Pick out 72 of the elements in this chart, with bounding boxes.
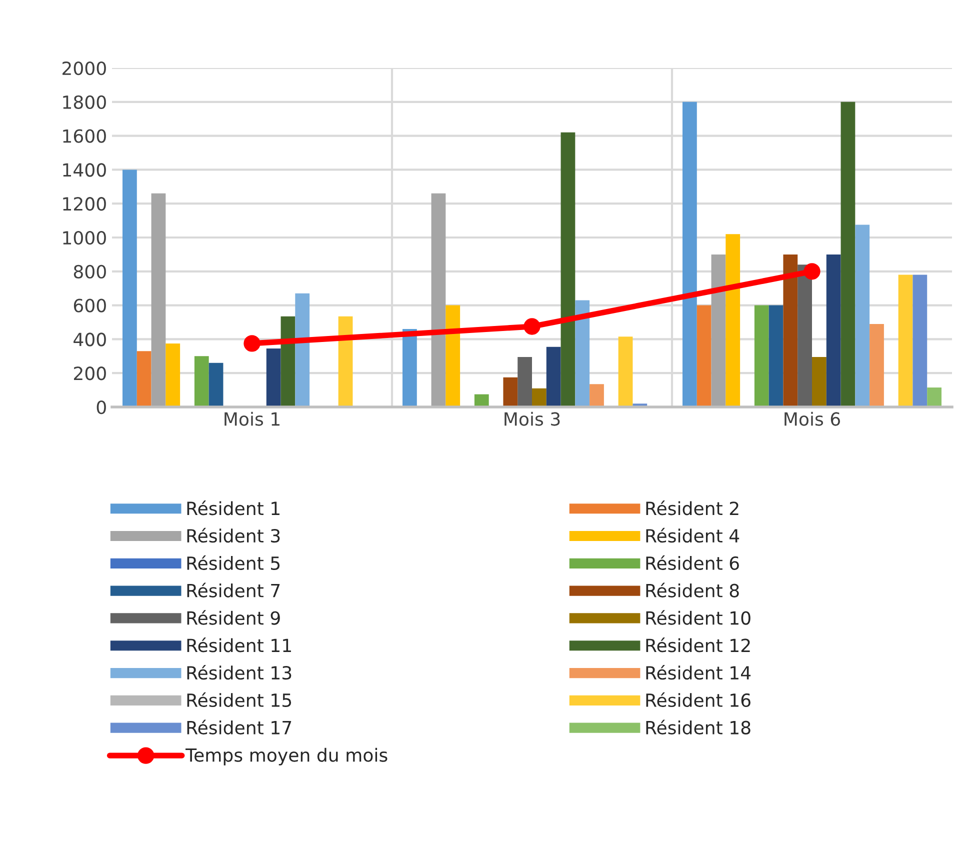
bar bbox=[754, 305, 769, 407]
bar bbox=[826, 254, 841, 407]
bar bbox=[194, 356, 209, 407]
y-tick-label: 1200 bbox=[63, 197, 106, 211]
bar bbox=[696, 305, 712, 407]
bar bbox=[682, 102, 697, 407]
legend-label: Résident 11 bbox=[187, 638, 291, 652]
y-tick-label: 200 bbox=[74, 366, 106, 380]
bar bbox=[855, 224, 870, 407]
legend-label: Résident 4 bbox=[646, 528, 740, 543]
bar bbox=[726, 234, 740, 407]
point bbox=[524, 318, 540, 335]
bar bbox=[402, 329, 417, 407]
legend-label: Résident 7 bbox=[187, 582, 280, 598]
x-tick-label: Mois 1 bbox=[224, 412, 280, 426]
bar bbox=[136, 351, 152, 407]
legend-label: Résident 3 bbox=[187, 528, 280, 543]
legend-label: Résident 15 bbox=[187, 692, 292, 708]
bar bbox=[166, 343, 180, 407]
legend-label: Résident 1 bbox=[187, 500, 280, 516]
legend-label: Résident 5 bbox=[187, 555, 280, 570]
bar bbox=[798, 264, 812, 407]
y-tick-label: 800 bbox=[74, 264, 106, 279]
y-tick-label: 0 bbox=[96, 400, 106, 414]
point bbox=[244, 335, 260, 352]
legend-label: Résident 6 bbox=[646, 555, 739, 570]
bar bbox=[898, 274, 913, 407]
legend-label: Temps moyen du mois bbox=[185, 748, 388, 766]
bar bbox=[546, 346, 561, 407]
y-tick-label: 1000 bbox=[63, 230, 106, 245]
bar bbox=[768, 305, 784, 407]
bar bbox=[446, 305, 460, 407]
bar bbox=[122, 170, 137, 407]
legend-label: Résident 2 bbox=[646, 500, 738, 516]
bar bbox=[266, 348, 281, 407]
y-tick-label: 1600 bbox=[63, 129, 106, 143]
bar bbox=[812, 357, 826, 407]
bar bbox=[783, 254, 798, 407]
x-tick-label: Mois 6 bbox=[784, 412, 840, 426]
legend-label: Résident 8 bbox=[646, 582, 739, 598]
bar bbox=[503, 377, 518, 407]
bar bbox=[532, 388, 546, 407]
y-tick-label: 600 bbox=[74, 298, 106, 312]
legend-label: Résident 17 bbox=[187, 720, 292, 734]
bar bbox=[840, 102, 856, 407]
y-tick-label: 1800 bbox=[63, 95, 106, 110]
y-tick-label: 2000 bbox=[62, 61, 106, 76]
bar bbox=[618, 336, 633, 407]
bar bbox=[431, 193, 446, 407]
bar bbox=[560, 132, 576, 407]
legend-label: Résident 13 bbox=[187, 664, 292, 680]
bar bbox=[711, 254, 726, 407]
bar bbox=[912, 274, 928, 407]
bar bbox=[280, 316, 296, 407]
legend-label: Résident 10 bbox=[646, 610, 750, 625]
y-tick-label: 400 bbox=[74, 332, 106, 346]
bar bbox=[518, 357, 532, 407]
legend-label: Résident 14 bbox=[646, 664, 751, 680]
bar bbox=[590, 384, 604, 407]
bar bbox=[151, 193, 166, 407]
bar bbox=[295, 293, 310, 407]
legend-label: Résident 12 bbox=[646, 638, 750, 652]
legend-label: Résident 18 bbox=[646, 720, 750, 734]
x-tick-label: Mois 3 bbox=[504, 412, 560, 426]
legend-label: Résident 9 bbox=[187, 610, 280, 625]
y-tick-label: 1400 bbox=[63, 163, 106, 177]
bar bbox=[575, 300, 590, 407]
bar bbox=[870, 324, 884, 407]
bar bbox=[927, 388, 942, 407]
point bbox=[804, 263, 820, 280]
bar bbox=[208, 362, 224, 407]
legend-label: Résident 16 bbox=[646, 692, 750, 708]
